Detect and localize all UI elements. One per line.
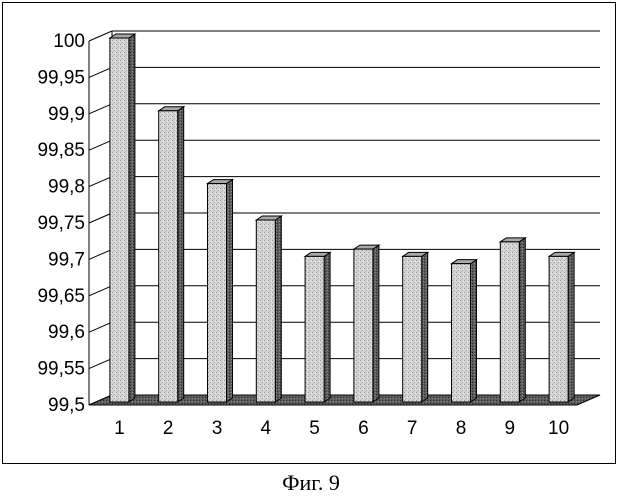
y-axis-ticks: 99,5 99,55 99,6 99,65 99,7 99,75 99,8 99,85 99,9… xyxy=(37,31,85,416)
bar-front xyxy=(452,264,471,402)
bar-side xyxy=(422,252,428,402)
bar-6 xyxy=(354,245,379,402)
bar-9 xyxy=(500,238,525,402)
bar-front xyxy=(549,256,568,402)
grid-depth-line xyxy=(89,140,112,150)
bar-4 xyxy=(256,216,281,402)
grid-depth-line xyxy=(89,67,112,77)
bar-1 xyxy=(110,34,135,402)
bar-front xyxy=(110,38,129,402)
y-tick-label: 99,5 xyxy=(48,395,85,416)
grid-depth-line xyxy=(89,31,112,41)
bar-front xyxy=(256,220,275,402)
bar-front xyxy=(354,249,373,402)
x-tick-label: 5 xyxy=(309,418,320,439)
x-tick-label: 8 xyxy=(456,418,467,439)
bar-side xyxy=(178,107,184,402)
grid-depth-line xyxy=(89,286,112,296)
y-tick-label: 99,8 xyxy=(48,177,85,198)
bar-chart: 99,5 99,55 99,6 99,65 99,7 99,75 99,8 99,85 99,9… xyxy=(0,0,622,470)
x-axis-ticks: 1 2 3 4 5 6 7 8 9 10 xyxy=(114,418,569,439)
bar-front xyxy=(208,184,227,402)
y-tick-label: 99,55 xyxy=(37,359,85,380)
bar-side xyxy=(275,216,281,402)
y-tick-label: 99,65 xyxy=(37,286,85,307)
bar-3 xyxy=(208,180,233,402)
grid-depth-line xyxy=(89,104,112,114)
bar-side xyxy=(471,260,477,402)
bar-side xyxy=(373,245,379,402)
bar-side xyxy=(227,180,233,402)
bar-front xyxy=(500,242,519,402)
x-tick-label: 3 xyxy=(212,418,223,439)
bar-2 xyxy=(159,107,184,402)
bar-8 xyxy=(452,260,477,402)
grid-depth-line xyxy=(89,249,112,259)
bar-5 xyxy=(305,252,330,402)
bar-front xyxy=(159,111,178,402)
bar-10 xyxy=(549,252,574,402)
bar-front xyxy=(403,256,422,402)
grid-depth-line xyxy=(89,177,112,187)
y-tick-label: 100 xyxy=(53,31,85,52)
bar-front xyxy=(305,256,324,402)
bars xyxy=(110,34,574,402)
x-tick-label: 10 xyxy=(548,418,569,439)
y-tick-label: 99,6 xyxy=(48,322,85,343)
y-tick-label: 99,95 xyxy=(37,67,85,88)
bar-side xyxy=(568,252,574,402)
grid-depth-line xyxy=(89,213,112,223)
y-tick-label: 99,7 xyxy=(48,249,85,270)
bar-side xyxy=(129,34,135,402)
y-tick-label: 99,75 xyxy=(37,213,85,234)
bar-side xyxy=(324,252,330,402)
x-tick-label: 6 xyxy=(358,418,369,439)
x-tick-label: 4 xyxy=(261,418,272,439)
x-tick-label: 7 xyxy=(407,418,418,439)
x-tick-label: 9 xyxy=(505,418,516,439)
y-tick-label: 99,85 xyxy=(37,140,85,161)
bar-7 xyxy=(403,252,428,402)
grid-depth-line xyxy=(89,359,112,369)
figure-caption: Фиг. 9 xyxy=(0,470,622,496)
grid-depth-line xyxy=(89,322,112,332)
x-tick-label: 1 xyxy=(114,418,125,439)
bar-side xyxy=(519,238,525,402)
y-tick-label: 99,9 xyxy=(48,104,85,125)
x-tick-label: 2 xyxy=(163,418,174,439)
